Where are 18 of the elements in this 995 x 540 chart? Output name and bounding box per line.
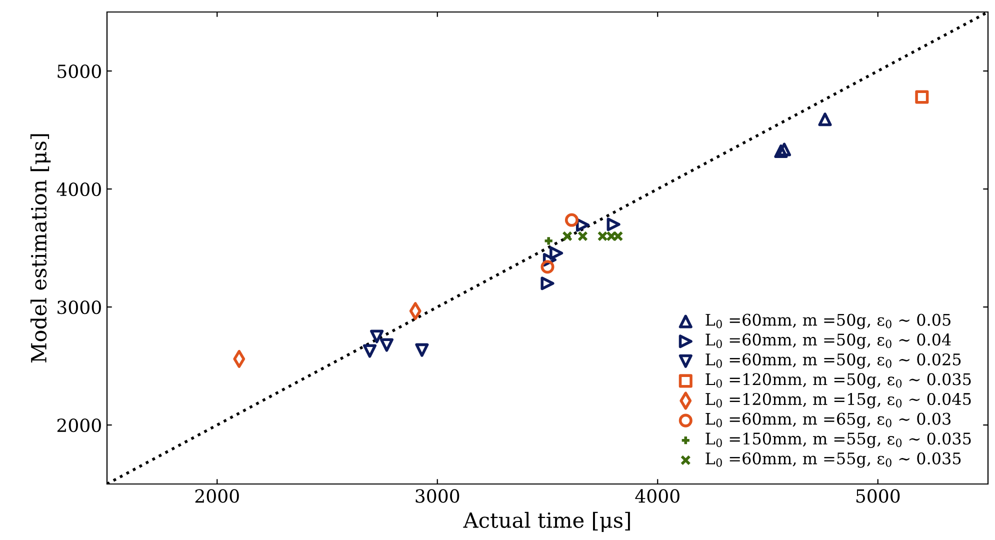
legend-label: L$_{0}$ =60mm, m =50g, ε$_{0}$ ∼ 0.05 xyxy=(706,314,950,330)
x-tick-label: 4000 xyxy=(635,489,680,503)
legend-label: L$_{0}$ =120mm, m =50g, ε$_{0}$ ∼ 0.035 xyxy=(706,373,971,389)
legend-label: L$_{0}$ =60mm, m =55g, ε$_{0}$ ∼ 0.035 xyxy=(706,452,961,468)
y-axis-title: Model estimation [μs] xyxy=(30,134,51,363)
legend-label: L$_{0}$ =60mm, m =50g, ε$_{0}$ ∼ 0.025 xyxy=(706,353,961,369)
y-tick-label: 2000 xyxy=(57,418,101,432)
y-tick-label: 4000 xyxy=(56,182,101,196)
y-tick-label: 3000 xyxy=(58,300,101,314)
y-tick-label: 5000 xyxy=(58,64,101,78)
x-tick-label: 2000 xyxy=(195,489,239,503)
x-tick-label: 3000 xyxy=(416,489,460,503)
legend-label: L$_{0}$ =150mm, m =55g, ε$_{0}$ ∼ 0.035 xyxy=(706,432,971,448)
legend-label: L$_{0}$ =60mm, m =50g, ε$_{0}$ ∼ 0.04 xyxy=(706,334,951,349)
x-tick-label: 5000 xyxy=(856,489,900,503)
legend-label: L$_{0}$ =120mm, m =15g, ε$_{0}$ ∼ 0.045 xyxy=(706,392,971,408)
legend-label: L$_{0}$ =60mm, m =65g, ε$_{0}$ ∼ 0.03 xyxy=(706,412,950,428)
x-axis-title: Actual time [μs] xyxy=(463,512,630,532)
